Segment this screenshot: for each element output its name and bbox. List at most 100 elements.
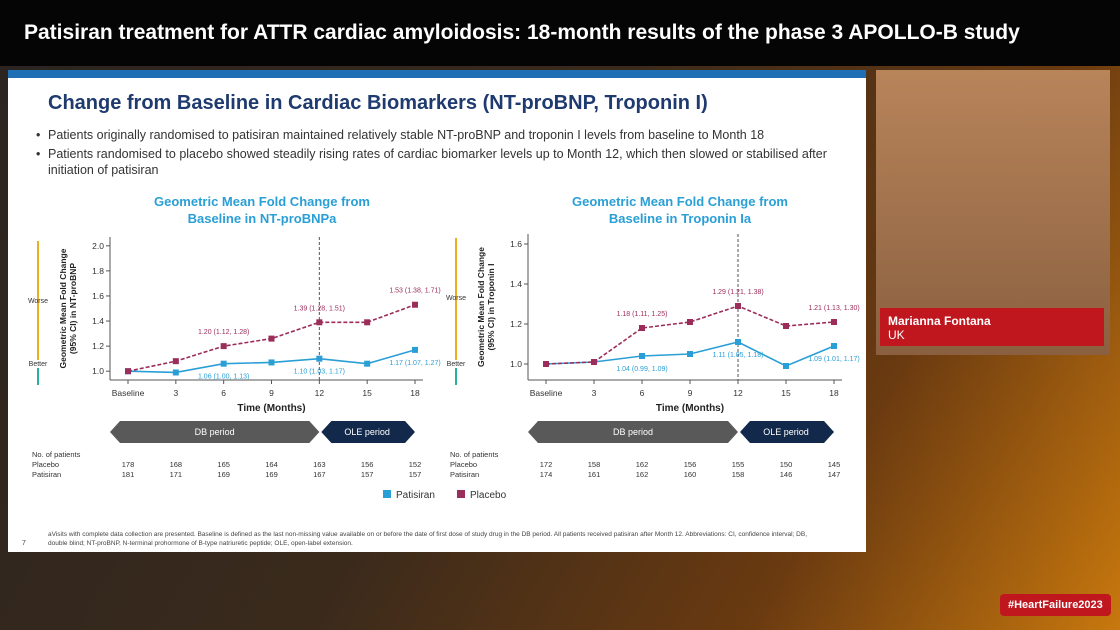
ole-period-arrow — [740, 421, 834, 443]
data-point — [220, 360, 227, 367]
data-point — [268, 335, 275, 342]
data-point — [639, 325, 645, 331]
x-tick-label: Baseline — [530, 388, 563, 398]
data-point — [735, 339, 741, 345]
data-label: 1.09 (1.01, 1.17) — [808, 356, 859, 363]
chart-title: Baseline in Troponin Ia — [609, 211, 752, 226]
patients-count: 147 — [828, 470, 841, 479]
data-point — [687, 319, 693, 325]
data-point — [831, 343, 837, 349]
x-axis-title: Time (Months) — [237, 403, 305, 414]
data-point — [220, 343, 227, 350]
data-label: 1.04 (0.99, 1.09) — [616, 366, 667, 373]
legend-label: Placebo — [470, 490, 507, 501]
patients-count: 158 — [732, 470, 745, 479]
better-label: Better — [447, 361, 466, 368]
y-axis-title: (95% CI) in NT-proBNP — [68, 263, 78, 354]
y-tick-label: 1.2 — [92, 341, 104, 351]
y-tick-label: 1.8 — [92, 266, 104, 276]
chart-title: Baseline in NT-proBNPa — [188, 211, 338, 226]
chart-title: Geometric Mean Fold Change from — [154, 194, 370, 209]
period-label: OLE period — [344, 427, 390, 437]
hashtag: #HeartFailure2023 — [1000, 594, 1111, 616]
data-point — [687, 351, 693, 357]
patients-count: 158 — [588, 460, 601, 469]
patients-count: 155 — [732, 460, 745, 469]
data-point — [316, 319, 323, 326]
patients-count: 162 — [636, 460, 649, 469]
x-tick-label: 12 — [733, 388, 743, 398]
patients-count: 169 — [217, 470, 230, 479]
data-label: 1.06 (1.00, 1.13) — [198, 374, 249, 381]
chart-title: Geometric Mean Fold Change from — [572, 194, 788, 209]
patients-count: 163 — [313, 460, 326, 469]
worse-label: Worse — [446, 295, 466, 302]
data-label: 1.20 (1.12, 1.28) — [198, 329, 249, 336]
y-axis-title: Geometric Mean Fold Change — [58, 248, 68, 368]
y-tick-label: 1.0 — [92, 366, 104, 376]
period-label: OLE period — [763, 427, 809, 437]
db-period-arrow — [110, 421, 320, 443]
speaker-country: UK — [888, 328, 905, 342]
y-tick-label: 1.4 — [92, 316, 104, 326]
y-tick-label: 2.0 — [92, 241, 104, 251]
data-point — [543, 361, 549, 367]
patients-count: 181 — [122, 470, 135, 479]
y-tick-label: 1.2 — [510, 319, 522, 329]
patients-count: 152 — [409, 460, 422, 469]
speaker-video — [876, 70, 1110, 355]
y-tick-label: 1.6 — [92, 291, 104, 301]
data-point — [831, 319, 837, 325]
data-point — [735, 303, 741, 309]
patients-count: 157 — [409, 470, 422, 479]
x-tick-label: 12 — [315, 388, 325, 398]
better-label: Better — [29, 361, 48, 368]
slide-bar — [8, 70, 866, 78]
patients-count: 171 — [170, 470, 183, 479]
data-label: 1.18 (1.11, 1.25) — [617, 311, 668, 318]
page-number: 7 — [22, 540, 26, 547]
patients-count: 157 — [361, 470, 374, 479]
y-axis-title: (95% CI) in Troponin I — [486, 264, 496, 351]
patients-count: 156 — [684, 460, 697, 469]
x-tick-label: 15 — [781, 388, 791, 398]
x-axis-title: Time (Months) — [656, 403, 724, 414]
patients-count: 145 — [828, 460, 841, 469]
patients-count: 146 — [780, 470, 793, 479]
patients-row-name: Patisiran — [32, 470, 61, 479]
worse-label: Worse — [28, 298, 48, 305]
video-header: Patisiran treatment for ATTR cardiac amy… — [0, 0, 1120, 66]
patients-row-name: Patisiran — [450, 470, 479, 479]
x-tick-label: 18 — [410, 388, 420, 398]
patients-count: 162 — [636, 470, 649, 479]
data-label: 1.17 (1.07, 1.27) — [389, 360, 440, 367]
y-tick-label: 1.0 — [510, 359, 522, 369]
x-tick-label: 9 — [688, 388, 693, 398]
period-label: DB period — [613, 427, 653, 437]
x-tick-label: 15 — [362, 388, 372, 398]
speaker-box: Marianna Fontana UK — [880, 308, 1104, 346]
speaker-name: Marianna Fontana — [888, 314, 991, 328]
footnote: aVisits with complete data collection ar… — [48, 531, 808, 547]
data-label: 1.53 (1.38, 1.71) — [389, 288, 440, 295]
patients-count: 168 — [170, 460, 183, 469]
data-label: 1.39 (1.28, 1.51) — [294, 305, 345, 312]
data-point — [783, 323, 789, 329]
data-point — [364, 360, 371, 367]
patients-count: 174 — [540, 470, 553, 479]
patients-count: 161 — [588, 470, 601, 479]
y-tick-label: 1.6 — [510, 239, 522, 249]
x-tick-label: 9 — [269, 388, 274, 398]
patients-count: 160 — [684, 470, 697, 479]
patients-count: 150 — [780, 460, 793, 469]
data-point — [172, 369, 179, 376]
bullet: Patients randomised to placebo showed st… — [36, 146, 828, 178]
legend-swatch — [383, 490, 391, 498]
data-point — [172, 358, 179, 365]
x-tick-label: 3 — [592, 388, 597, 398]
patients-count: 164 — [265, 460, 278, 469]
data-point — [268, 359, 275, 366]
data-point — [591, 359, 597, 365]
